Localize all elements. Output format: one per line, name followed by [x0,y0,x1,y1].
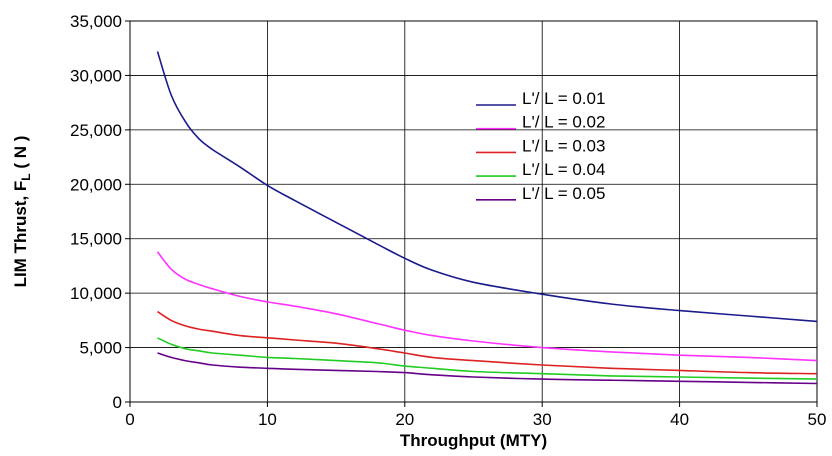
legend: L'/ L = 0.01 L'/ L = 0.02 L'/ L = 0.03 L'/ … [476,89,605,203]
x-tick-label: 20 [395,410,414,429]
x-tick-label: 30 [533,410,552,429]
grid [129,20,818,403]
y-tick-label: 10,000 [70,284,122,303]
series-line-4 [157,337,818,380]
legend-label: L'/ L = 0.04 [522,160,605,179]
y-tick-label: 5,000 [79,339,122,358]
y-axis-title-unit: ( N ) [11,136,30,174]
series-layer [156,51,818,385]
y-tick-label: 30,000 [70,66,122,85]
legend-label: L'/ L = 0.02 [522,113,605,132]
y-axis-title: LIM Thrust, FL ( N ) [11,136,33,288]
y-tick-label: 25,000 [70,121,122,140]
plot-area-frame [129,20,818,403]
x-tick-label: 10 [258,410,277,429]
x-axis-title: Throughput (MTY) [400,431,547,450]
series-line-2 [156,251,818,362]
legend-label: L'/ L = 0.03 [522,136,605,155]
y-tick-label: 0 [113,393,122,412]
y-tick-label: 15,000 [70,230,122,249]
series-line-3 [157,310,818,375]
series-line-1 [156,51,818,323]
x-tick-label: 40 [670,410,689,429]
x-tick-label: 50 [808,410,827,429]
legend-label: L'/ L = 0.01 [522,89,605,108]
x-axis-ticks: 0 10 20 30 40 50 [125,402,826,429]
y-axis-title-subscript: L [19,173,33,180]
y-tick-label: 35,000 [70,12,122,31]
y-axis-ticks: 0 5,000 10,000 15,000 20,000 25,000 30,000 35,0… [70,12,130,412]
legend-label: L'/ L = 0.05 [522,184,605,203]
y-tick-label: 20,000 [70,175,122,194]
y-axis-title-main: LIM Thrust, F [11,181,30,288]
x-tick-label: 0 [125,410,134,429]
series-line-5 [157,352,818,385]
